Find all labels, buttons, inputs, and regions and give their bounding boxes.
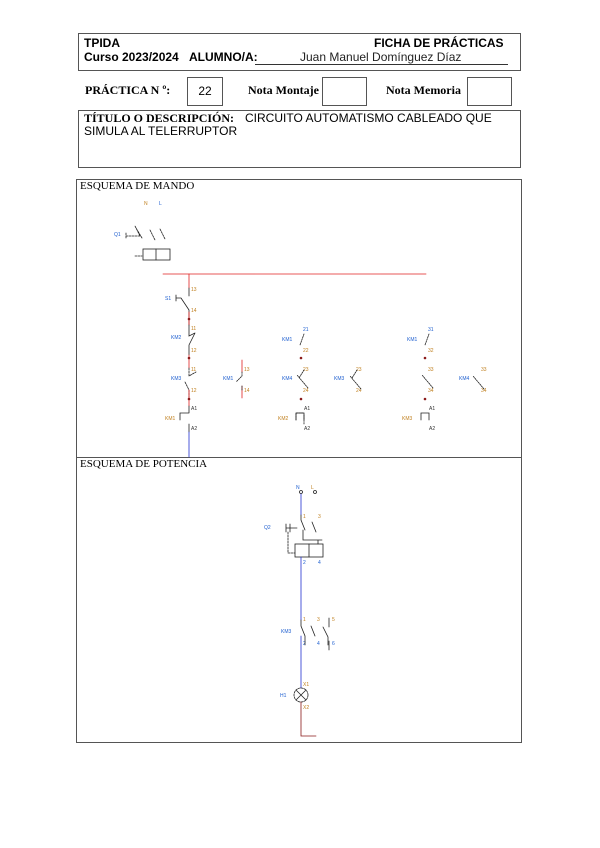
label-km: KM4 xyxy=(282,376,293,382)
report-grade-label: Nota Memoria xyxy=(386,83,461,97)
terminal: X2 xyxy=(303,705,309,711)
practice-label: PRÁCTICA N º: xyxy=(85,83,171,97)
label-coil: KM1 xyxy=(165,416,176,422)
power-wiring xyxy=(285,490,330,737)
label-q1: Q1 xyxy=(114,232,121,238)
terminal: A2 xyxy=(429,426,435,432)
terminal: 33 xyxy=(428,367,434,373)
course: Curso 2023/2024 xyxy=(84,50,179,64)
report-grade-field[interactable] xyxy=(467,77,512,106)
terminal: 23 xyxy=(303,367,309,373)
terminal: 3 xyxy=(318,514,321,520)
label-n: N xyxy=(296,485,300,491)
control-diagram: N L Q1 S1 KM2 KM3 KM1 KM1 KM4 KM3 KM1 KM… xyxy=(114,201,487,432)
terminal: 1 xyxy=(303,617,306,623)
label-coil: KM2 xyxy=(278,416,289,422)
power-schematic-title: ESQUEMA DE POTENCIA xyxy=(80,458,208,470)
terminal: 13 xyxy=(191,287,197,293)
subject: TPIDA xyxy=(84,36,120,50)
label-km: KM4 xyxy=(459,376,470,382)
terminal: 11 xyxy=(191,367,196,373)
control-wiring xyxy=(125,225,485,458)
power-diagram: N L Q2 KM3 H1 X1 X2 1 3 2 4 1 3 5 2 4 6 xyxy=(264,485,335,711)
terminal: A1 xyxy=(429,406,435,412)
description-line2: SIMULA AL TELERRUPTOR xyxy=(84,124,238,138)
student-underline xyxy=(255,64,508,65)
student-name: Juan Manuel Domínguez Díaz xyxy=(300,50,462,64)
terminal: 2 xyxy=(303,560,306,566)
terminal: 31 xyxy=(428,327,434,333)
description-label: TÍTULO O DESCRIPCIÓN: xyxy=(84,111,235,125)
description-line1: CIRCUITO AUTOMATISMO CABLEADO QUE xyxy=(245,111,492,125)
label-km: KM2 xyxy=(171,335,182,341)
description-box xyxy=(78,110,521,168)
label-km: KM3 xyxy=(171,376,182,382)
label-n: N xyxy=(144,201,148,207)
practice-number: 22 xyxy=(198,84,212,98)
terminal: 1 xyxy=(303,514,306,520)
label-km: KM1 xyxy=(282,337,293,343)
terminal: 14 xyxy=(191,308,197,314)
terminal: 24 xyxy=(356,388,362,394)
label-coil: KM3 xyxy=(402,416,413,422)
terminal: A1 xyxy=(304,406,310,412)
label-l: L xyxy=(311,485,314,491)
label-l: L xyxy=(159,201,162,207)
terminal: 24 xyxy=(303,388,309,394)
assembly-grade-field[interactable] xyxy=(322,77,367,106)
label-h1: H1 xyxy=(280,693,287,699)
terminal: 13 xyxy=(244,367,250,373)
terminal: 4 xyxy=(318,560,321,566)
terminal: 4 xyxy=(317,641,320,647)
terminal: 12 xyxy=(191,348,197,354)
label-q2: Q2 xyxy=(264,525,271,531)
terminal: 14 xyxy=(244,388,250,394)
terminal: 32 xyxy=(428,348,434,354)
assembly-grade-label: Nota Montaje xyxy=(248,83,319,97)
terminal: X1 xyxy=(303,682,309,688)
terminal: 21 xyxy=(303,327,309,333)
label-s1: S1 xyxy=(165,296,171,302)
terminal: 34 xyxy=(481,388,487,394)
junction-dots xyxy=(187,317,427,401)
terminal: 5 xyxy=(332,617,335,623)
terminal: 2 xyxy=(303,641,306,647)
label-km: KM3 xyxy=(334,376,345,382)
label-km: KM1 xyxy=(407,337,418,343)
label-km3: KM3 xyxy=(281,629,292,635)
terminal: 3 xyxy=(317,617,320,623)
terminal: 33 xyxy=(481,367,487,373)
terminal: 23 xyxy=(356,367,362,373)
terminal: 22 xyxy=(303,348,309,354)
header-box xyxy=(78,33,521,71)
label-km: KM1 xyxy=(223,376,234,382)
control-schematic-title: ESQUEMA DE MANDO xyxy=(80,180,195,192)
power-schematic-box xyxy=(76,457,522,743)
practice-number-field[interactable]: 22 xyxy=(187,77,223,106)
terminal: 6 xyxy=(332,641,335,647)
form-title: FICHA DE PRÁCTICAS xyxy=(374,36,504,50)
student-label: ALUMNO/A: xyxy=(189,50,258,64)
terminal: 34 xyxy=(428,388,434,394)
terminal: A2 xyxy=(191,426,197,432)
terminal: 12 xyxy=(191,388,197,394)
terminal: 11 xyxy=(191,326,196,332)
terminal: A2 xyxy=(304,426,310,432)
terminal: A1 xyxy=(191,406,197,412)
